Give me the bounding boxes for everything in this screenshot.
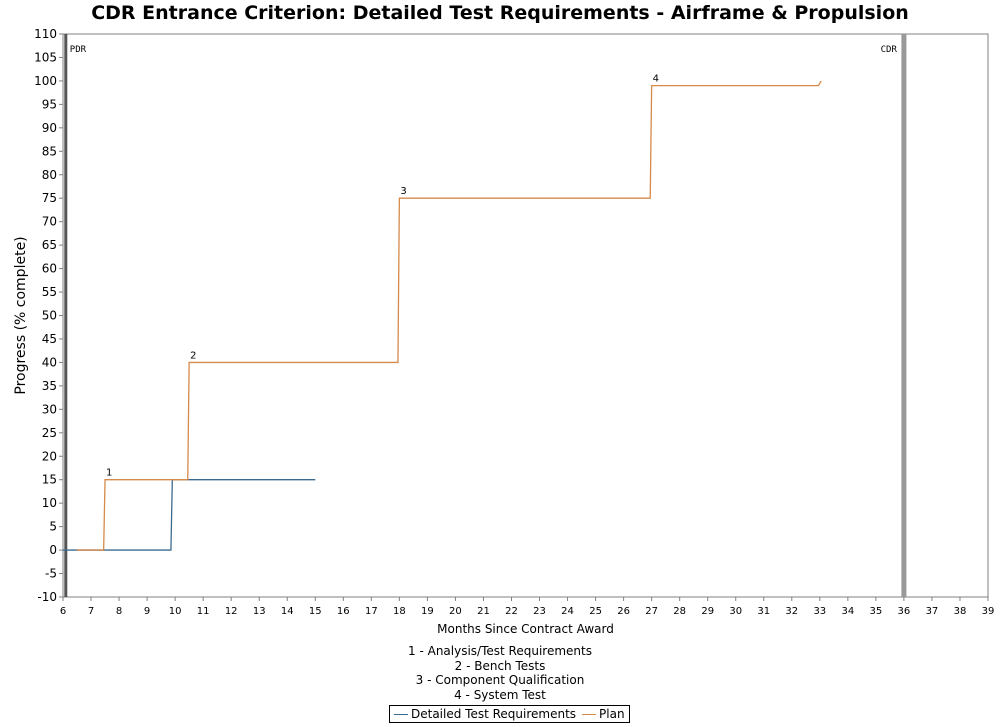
step-annotation-4: 4: [653, 74, 659, 85]
x-tick-label: 28: [673, 606, 686, 617]
series-line-detailed-test-requirements: [63, 479, 316, 551]
x-tick-label: 22: [505, 606, 518, 617]
x-tick-label: 34: [841, 606, 854, 617]
x-tick-label: 29: [701, 606, 714, 617]
chart-plot: -10 -5 0 5 10 15 20 25 30 35 40 45 50 55 60 65 70 75 80 85 9…: [13, 27, 995, 636]
x-tick-label: 33: [813, 606, 826, 617]
x-tick-label: 20: [449, 606, 462, 617]
y-tick-label: -5: [45, 567, 57, 581]
x-tick-label: 11: [197, 606, 210, 617]
x-tick-label: 18: [393, 606, 406, 617]
x-tick-label: 39: [982, 606, 995, 617]
legend-item-plan: Plan: [582, 707, 625, 721]
y-tick-label: 15: [42, 473, 57, 487]
series-line-plan: [77, 80, 822, 551]
x-tick-label: 19: [421, 606, 434, 617]
y-tick-label: 20: [42, 449, 57, 463]
y-tick-label: 85: [42, 144, 57, 158]
step-annotation-1: 1: [106, 468, 112, 479]
legend: Detailed Test Requirements Plan: [389, 705, 630, 723]
legend-label-detailed-test-requirements: Detailed Test Requirements: [411, 707, 577, 721]
legend-item-detailed-test-requirements: Detailed Test Requirements: [394, 707, 576, 721]
step-annotation-2: 2: [190, 350, 196, 361]
milestone-label-cdr: CDR: [881, 45, 898, 55]
x-tick-label: 6: [60, 606, 66, 617]
y-tick-label: 100: [34, 74, 57, 88]
y-tick-label: 30: [42, 402, 57, 416]
legend-swatch-plan: [582, 713, 597, 715]
x-tick-label: 30: [729, 606, 742, 617]
plot-area: [62, 33, 989, 598]
x-tick-label: 21: [477, 606, 490, 617]
y-tick-label: 75: [42, 191, 57, 205]
x-tick-label: 26: [617, 606, 630, 617]
x-tick-label: 38: [954, 606, 967, 617]
x-tick-label: 13: [253, 606, 266, 617]
y-tick-label: -10: [37, 590, 57, 604]
x-axis-label: Months Since Contract Award: [437, 622, 614, 636]
x-tick-label: 31: [757, 606, 770, 617]
annotation-notes: 1 - Analysis/Test Requirements 2 - Bench…: [0, 644, 1000, 702]
x-tick-label: 15: [309, 606, 322, 617]
y-tick-label: 105: [34, 50, 57, 64]
y-tick-label: 45: [42, 332, 57, 346]
x-tick-label: 35: [870, 606, 883, 617]
x-tick-label: 9: [144, 606, 150, 617]
note-2: 2 - Bench Tests: [454, 658, 546, 673]
x-tick-label: 25: [589, 606, 602, 617]
y-tick-label: 70: [42, 215, 57, 229]
y-tick-label: 35: [42, 379, 57, 393]
note-1: 1 - Analysis/Test Requirements: [408, 644, 592, 658]
x-tick-label: 17: [365, 606, 378, 617]
y-tick-label: 25: [42, 426, 57, 440]
y-tick-label: 110: [34, 27, 57, 41]
x-tick-label: 32: [785, 606, 798, 617]
y-tick-label: 55: [42, 285, 57, 299]
x-tick-label: 16: [337, 606, 350, 617]
note-4: 4 - System Test: [454, 687, 546, 702]
y-tick-label: 0: [49, 543, 57, 557]
chart-title: CDR Entrance Criterion: Detailed Test Re…: [91, 2, 909, 24]
x-tick-label: 24: [561, 606, 574, 617]
legend-label-plan: Plan: [599, 707, 625, 721]
y-tick-label: 40: [42, 355, 57, 369]
milestone-label-pdr: PDR: [70, 45, 87, 55]
y-tick-label: 90: [42, 121, 57, 135]
x-tick-label: 23: [533, 606, 546, 617]
note-3: 3 - Component Qualification: [415, 673, 585, 687]
x-tick-label: 12: [225, 606, 238, 617]
x-tick-label: 37: [926, 606, 939, 617]
y-tick-label: 10: [42, 496, 57, 510]
x-tick-label: 7: [88, 606, 94, 617]
x-tick-label: 10: [169, 606, 182, 617]
y-tick-label: 5: [49, 520, 57, 534]
step-annotation-3: 3: [400, 186, 406, 197]
legend-swatch-detailed-test-requirements: [394, 713, 408, 715]
x-tick-label: 27: [645, 606, 658, 617]
y-tick-label: 95: [42, 97, 57, 111]
y-axis-label: Progress (% complete): [13, 236, 29, 394]
x-tick-label: 14: [281, 606, 294, 617]
y-tick-label: 80: [42, 168, 57, 182]
y-tick-label: 60: [42, 262, 57, 276]
x-tick-label: 8: [116, 606, 122, 617]
y-tick-label: 65: [42, 238, 57, 252]
y-tick-label: 50: [42, 309, 57, 323]
x-tick-label: 36: [898, 606, 911, 617]
